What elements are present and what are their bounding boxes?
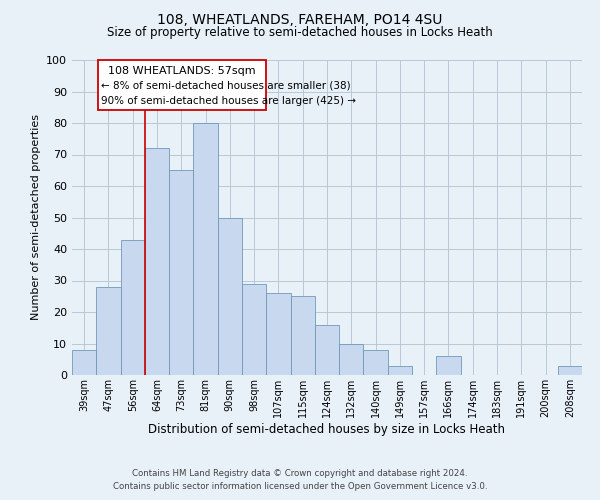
Bar <box>388 366 412 375</box>
Bar <box>193 123 218 375</box>
Text: ← 8% of semi-detached houses are smaller (38): ← 8% of semi-detached houses are smaller… <box>101 80 351 90</box>
Bar <box>315 324 339 375</box>
Bar <box>436 356 461 375</box>
Bar <box>558 366 582 375</box>
FancyBboxPatch shape <box>97 60 266 110</box>
Text: 108 WHEATLANDS: 57sqm: 108 WHEATLANDS: 57sqm <box>108 66 256 76</box>
Bar <box>145 148 169 375</box>
Bar <box>72 350 96 375</box>
Text: Contains HM Land Registry data © Crown copyright and database right 2024.
Contai: Contains HM Land Registry data © Crown c… <box>113 469 487 491</box>
Text: Size of property relative to semi-detached houses in Locks Heath: Size of property relative to semi-detach… <box>107 26 493 39</box>
Y-axis label: Number of semi-detached properties: Number of semi-detached properties <box>31 114 41 320</box>
Bar <box>266 293 290 375</box>
Bar <box>242 284 266 375</box>
Bar <box>218 218 242 375</box>
Text: 108, WHEATLANDS, FAREHAM, PO14 4SU: 108, WHEATLANDS, FAREHAM, PO14 4SU <box>157 12 443 26</box>
Bar <box>96 287 121 375</box>
Bar <box>169 170 193 375</box>
Bar <box>364 350 388 375</box>
Text: 90% of semi-detached houses are larger (425) →: 90% of semi-detached houses are larger (… <box>101 96 356 106</box>
Bar <box>121 240 145 375</box>
Bar <box>339 344 364 375</box>
X-axis label: Distribution of semi-detached houses by size in Locks Heath: Distribution of semi-detached houses by … <box>149 422 505 436</box>
Bar <box>290 296 315 375</box>
